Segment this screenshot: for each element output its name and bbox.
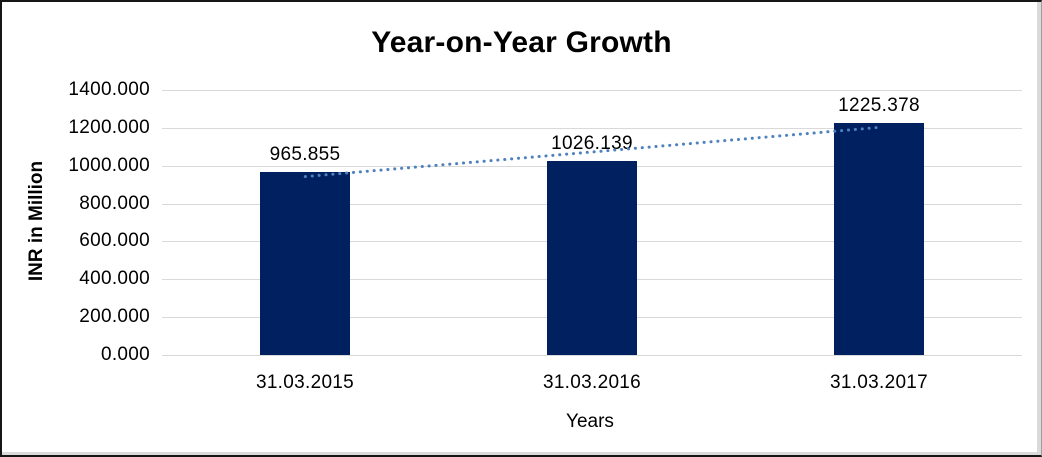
bar-data-label: 965.855 [269, 144, 341, 165]
y-tick-label: 1000.000 [68, 155, 150, 176]
x-tick-label: 31.03.2017 [829, 372, 929, 393]
x-tick-label: 31.03.2016 [542, 372, 642, 393]
y-tick-label: 400.000 [79, 268, 150, 289]
chart-title: Year-on-Year Growth [371, 26, 672, 59]
y-tick-label: 200.000 [79, 306, 150, 327]
y-tick-label: 600.000 [79, 230, 150, 251]
bar-data-label: 1026.139 [551, 133, 633, 154]
bar-data-label: 1225.378 [838, 95, 920, 116]
x-tick-label: 31.03.2015 [255, 372, 355, 393]
bar [547, 161, 637, 355]
y-tick-label: 800.000 [79, 193, 150, 214]
y-tick-label: 1400.000 [68, 79, 150, 100]
bar [834, 123, 924, 355]
bar [260, 172, 350, 355]
gridline [162, 355, 1022, 356]
gridline [162, 90, 1022, 91]
y-tick-label: 0.000 [100, 344, 150, 365]
x-axis-title: Years [566, 411, 614, 432]
y-tick-label: 1200.000 [68, 117, 150, 138]
